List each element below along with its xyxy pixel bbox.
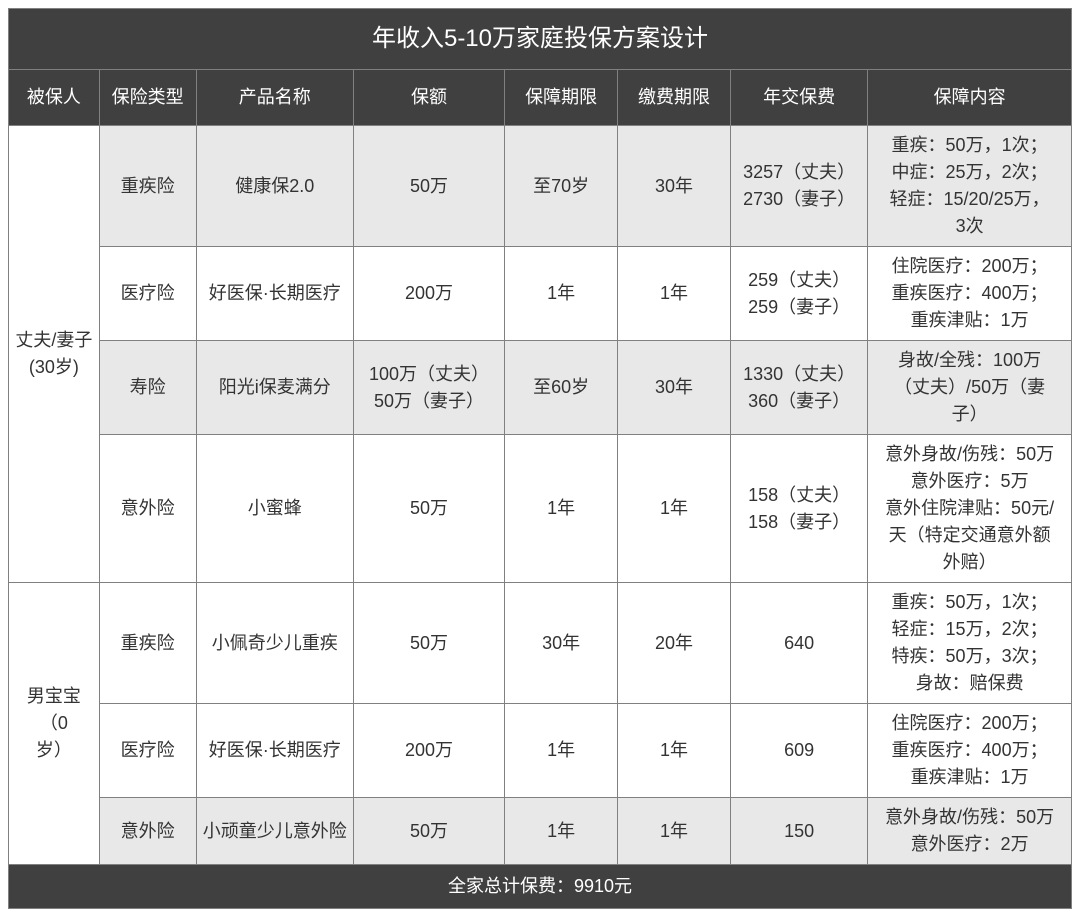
cell-insured: 丈夫/妻子 (30岁) [9, 126, 100, 583]
cell-premium: 1330（丈夫） 360（妻子） [731, 341, 868, 435]
table-row: 丈夫/妻子 (30岁)重疾险健康保2.050万至70岁30年3257（丈夫） 2… [9, 126, 1072, 247]
cell-period: 1年 [505, 435, 618, 583]
cell-payperiod: 1年 [618, 435, 731, 583]
cell-coverage: 住院医疗：200万； 重疾医疗：400万； 重疾津贴：1万 [868, 704, 1072, 798]
table-title-row: 年收入5-10万家庭投保方案设计 [9, 9, 1072, 70]
cell-product: 阳光i保麦满分 [196, 341, 353, 435]
header-product: 产品名称 [196, 70, 353, 126]
cell-product: 小蜜蜂 [196, 435, 353, 583]
header-payperiod: 缴费期限 [618, 70, 731, 126]
cell-type: 医疗险 [99, 704, 196, 798]
cell-type: 重疾险 [99, 126, 196, 247]
table-row: 寿险阳光i保麦满分100万（丈夫） 50万（妻子）至60岁30年1330（丈夫）… [9, 341, 1072, 435]
table-row: 意外险小顽童少儿意外险50万1年1年150意外身故/伤残：50万 意外医疗：2万 [9, 798, 1072, 865]
cell-type: 意外险 [99, 798, 196, 865]
cell-coverage: 重疾：50万，1次； 轻症：15万，2次； 特疾：50万，3次； 身故：赔保费 [868, 583, 1072, 704]
cell-premium: 609 [731, 704, 868, 798]
table-title: 年收入5-10万家庭投保方案设计 [9, 9, 1072, 70]
cell-amount: 50万 [353, 126, 504, 247]
cell-product: 小顽童少儿意外险 [196, 798, 353, 865]
cell-amount: 200万 [353, 704, 504, 798]
table-row: 医疗险好医保·长期医疗200万1年1年609住院医疗：200万； 重疾医疗：40… [9, 704, 1072, 798]
cell-coverage: 意外身故/伤残：50万 意外医疗：5万 意外住院津贴：50元/ 天（特定交通意外… [868, 435, 1072, 583]
cell-amount: 200万 [353, 247, 504, 341]
table-row: 医疗险好医保·长期医疗200万1年1年259（丈夫） 259（妻子）住院医疗：2… [9, 247, 1072, 341]
header-period: 保障期限 [505, 70, 618, 126]
cell-amount: 50万 [353, 435, 504, 583]
cell-payperiod: 20年 [618, 583, 731, 704]
table-footer: 全家总计保费：9910元 [9, 865, 1072, 909]
cell-period: 1年 [505, 798, 618, 865]
header-premium: 年交保费 [731, 70, 868, 126]
cell-premium: 150 [731, 798, 868, 865]
cell-coverage: 意外身故/伤残：50万 意外医疗：2万 [868, 798, 1072, 865]
cell-period: 至60岁 [505, 341, 618, 435]
cell-type: 意外险 [99, 435, 196, 583]
table-row: 男宝宝（0 岁）重疾险小佩奇少儿重疾50万30年20年640重疾：50万，1次；… [9, 583, 1072, 704]
cell-coverage: 重疾：50万，1次； 中症：25万，2次； 轻症：15/20/25万， 3次 [868, 126, 1072, 247]
cell-payperiod: 1年 [618, 247, 731, 341]
cell-amount: 50万 [353, 798, 504, 865]
cell-coverage: 住院医疗：200万； 重疾医疗：400万； 重疾津贴：1万 [868, 247, 1072, 341]
header-coverage: 保障内容 [868, 70, 1072, 126]
cell-premium: 640 [731, 583, 868, 704]
table-header-row: 被保人 保险类型 产品名称 保额 保障期限 缴费期限 年交保费 保障内容 [9, 70, 1072, 126]
cell-product: 好医保·长期医疗 [196, 704, 353, 798]
cell-product: 好医保·长期医疗 [196, 247, 353, 341]
cell-period: 30年 [505, 583, 618, 704]
cell-amount: 50万 [353, 583, 504, 704]
table-body: 丈夫/妻子 (30岁)重疾险健康保2.050万至70岁30年3257（丈夫） 2… [9, 126, 1072, 865]
cell-premium: 3257（丈夫） 2730（妻子） [731, 126, 868, 247]
cell-coverage: 身故/全残：100万 （丈夫）/50万（妻 子） [868, 341, 1072, 435]
cell-payperiod: 1年 [618, 798, 731, 865]
cell-type: 寿险 [99, 341, 196, 435]
cell-product: 小佩奇少儿重疾 [196, 583, 353, 704]
cell-period: 1年 [505, 704, 618, 798]
header-type: 保险类型 [99, 70, 196, 126]
cell-insured: 男宝宝（0 岁） [9, 583, 100, 865]
table-footer-row: 全家总计保费：9910元 [9, 865, 1072, 909]
table-row: 意外险小蜜蜂50万1年1年158（丈夫） 158（妻子）意外身故/伤残：50万 … [9, 435, 1072, 583]
cell-product: 健康保2.0 [196, 126, 353, 247]
cell-premium: 158（丈夫） 158（妻子） [731, 435, 868, 583]
header-amount: 保额 [353, 70, 504, 126]
cell-payperiod: 30年 [618, 126, 731, 247]
cell-period: 至70岁 [505, 126, 618, 247]
insurance-plan-table: 年收入5-10万家庭投保方案设计 被保人 保险类型 产品名称 保额 保障期限 缴… [8, 8, 1072, 909]
cell-type: 重疾险 [99, 583, 196, 704]
cell-payperiod: 30年 [618, 341, 731, 435]
header-insured: 被保人 [9, 70, 100, 126]
cell-payperiod: 1年 [618, 704, 731, 798]
cell-amount: 100万（丈夫） 50万（妻子） [353, 341, 504, 435]
cell-period: 1年 [505, 247, 618, 341]
cell-type: 医疗险 [99, 247, 196, 341]
cell-premium: 259（丈夫） 259（妻子） [731, 247, 868, 341]
